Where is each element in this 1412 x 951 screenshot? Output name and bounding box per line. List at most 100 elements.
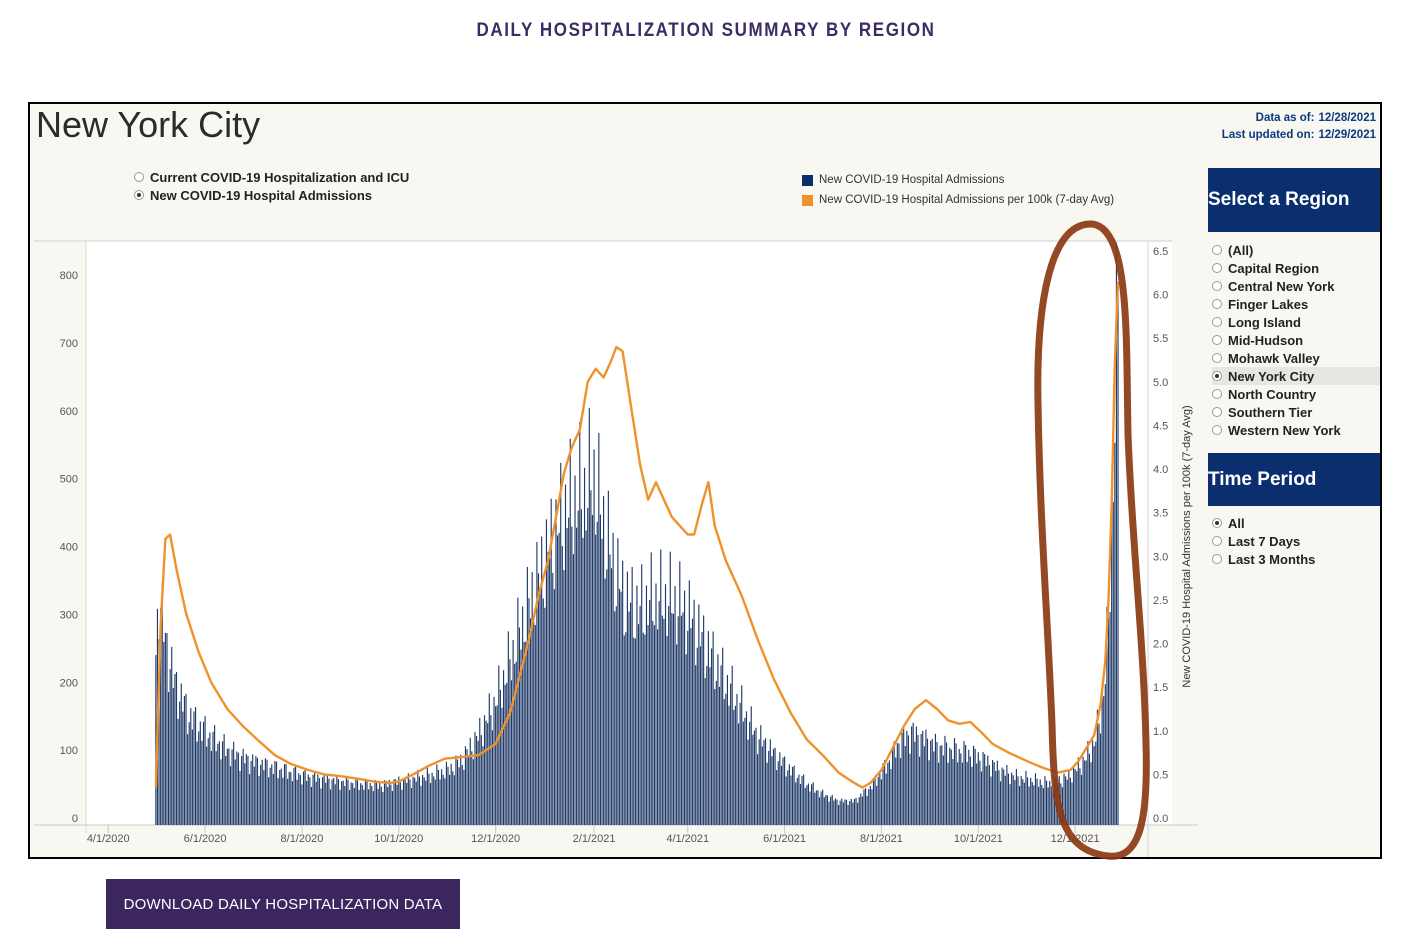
admissions-bar (888, 760, 890, 825)
admissions-bar (314, 772, 316, 825)
admissions-bar (887, 762, 889, 825)
admissions-bar (634, 638, 636, 825)
radio-icon (1212, 353, 1222, 363)
admissions-bar (766, 762, 768, 825)
admissions-bar (337, 779, 340, 825)
admissions-bar (709, 667, 711, 825)
region-option-central-new-york[interactable]: Central New York (1212, 277, 1380, 295)
admissions-bar (320, 788, 322, 825)
mode-option-hospitalization-icu[interactable]: Current COVID-19 Hospitalization and ICU (134, 168, 409, 186)
admissions-bar (474, 732, 476, 825)
admissions-bar (429, 783, 432, 825)
admissions-bar (807, 783, 809, 825)
admissions-bar (242, 748, 244, 825)
admissions-bar (655, 583, 657, 825)
admissions-bar (858, 797, 860, 825)
region-option-north-country[interactable]: North Country (1212, 385, 1380, 403)
admissions-bar (834, 798, 836, 825)
admissions-bar (626, 571, 628, 825)
admissions-bar (879, 773, 881, 825)
admissions-bar (583, 467, 586, 825)
admissions-bar (1045, 780, 1048, 825)
admissions-bar (934, 733, 937, 825)
admissions-bar (1065, 776, 1067, 825)
legend-item-per-100k: New COVID-19 Hospital Admissions per 100… (802, 190, 1114, 210)
admissions-bar (210, 750, 213, 825)
admissions-bar (798, 774, 800, 825)
admissions-bar (277, 778, 279, 825)
admissions-bar (1114, 442, 1116, 825)
admissions-bar (1072, 766, 1075, 825)
y2-tick-label: 0.0 (1153, 813, 1168, 825)
admissions-bar (782, 757, 784, 825)
admissions-bar (701, 632, 703, 825)
admissions-bar (977, 752, 979, 825)
region-option-long-island[interactable]: Long Island (1212, 313, 1380, 331)
radio-checked-icon (1212, 518, 1222, 528)
admissions-bar (1096, 709, 1098, 825)
download-data-button[interactable]: DOWNLOAD DAILY HOSPITALIZATION DATA (106, 879, 460, 929)
admissions-bar (768, 750, 770, 825)
admissions-bar (437, 769, 440, 825)
admissions-bar (541, 536, 543, 825)
admissions-bar (641, 564, 643, 825)
time-option-last-3-months[interactable]: Last 3 Months (1212, 550, 1315, 568)
admissions-bar (801, 776, 803, 825)
admissions-bar (690, 628, 692, 825)
x-tick-label: 12/1/2020 (471, 833, 520, 845)
admissions-bar (1109, 611, 1111, 825)
admissions-bar (218, 741, 220, 825)
admissions-bar (412, 776, 414, 825)
time-option-all[interactable]: All (1212, 514, 1315, 532)
admissions-bar (291, 781, 293, 825)
admissions-bar (760, 725, 762, 825)
admissions-bar (823, 797, 825, 825)
admissions-bar (202, 721, 205, 825)
admissions-bar (1033, 785, 1035, 825)
admissions-bar (374, 779, 376, 825)
admissions-bar (1104, 684, 1106, 825)
region-option-western-new-york[interactable]: Western New York (1212, 421, 1380, 439)
region-option-capital-region[interactable]: Capital Region (1212, 259, 1380, 277)
admissions-bar (742, 721, 744, 825)
admissions-bar (876, 785, 878, 825)
data-as-of-value: 12/28/2021 (1318, 112, 1376, 124)
admissions-bar (172, 687, 174, 825)
admissions-bar (628, 611, 630, 825)
region-option-southern-tier[interactable]: Southern Tier (1212, 403, 1380, 421)
admissions-bar (895, 757, 897, 825)
admissions-bar (436, 764, 438, 825)
admissions-bar (764, 738, 767, 825)
y2-tick-label: 4.0 (1153, 464, 1168, 476)
admissions-bar (545, 519, 548, 825)
mode-option-new-admissions[interactable]: New COVID-19 Hospital Admissions (134, 186, 409, 204)
admissions-bar (582, 537, 584, 825)
admissions-bar (331, 779, 333, 825)
admissions-bar (185, 693, 187, 825)
admissions-bar (680, 615, 682, 825)
admissions-bar (1087, 741, 1089, 825)
time-option-last-7-days[interactable]: Last 7 Days (1212, 532, 1315, 550)
region-option-mohawk-valley[interactable]: Mohawk Valley (1212, 349, 1380, 367)
time-option-label: All (1228, 515, 1245, 531)
y2-tick-label: 1.0 (1153, 726, 1168, 738)
region-option-mid-hudson[interactable]: Mid-Hudson (1212, 331, 1380, 349)
admissions-bar (804, 788, 806, 825)
admissions-bar (923, 746, 925, 825)
admissions-bar (1041, 784, 1043, 825)
admissions-bar (215, 751, 217, 825)
admissions-bar (733, 709, 735, 825)
region-option-all[interactable]: (All) (1212, 241, 1380, 259)
admissions-bar (231, 749, 233, 825)
admissions-bar (1076, 771, 1078, 825)
admissions-bar (657, 629, 659, 825)
admissions-bar (639, 605, 641, 825)
admissions-bar (258, 776, 260, 825)
admissions-bar (220, 759, 222, 825)
admissions-bar (666, 636, 668, 825)
region-option-finger-lakes[interactable]: Finger Lakes (1212, 295, 1380, 313)
admissions-bar (501, 707, 503, 825)
admissions-bar (911, 726, 913, 825)
region-option-new-york-city[interactable]: New York City (1212, 367, 1380, 385)
admissions-bar (901, 732, 903, 825)
